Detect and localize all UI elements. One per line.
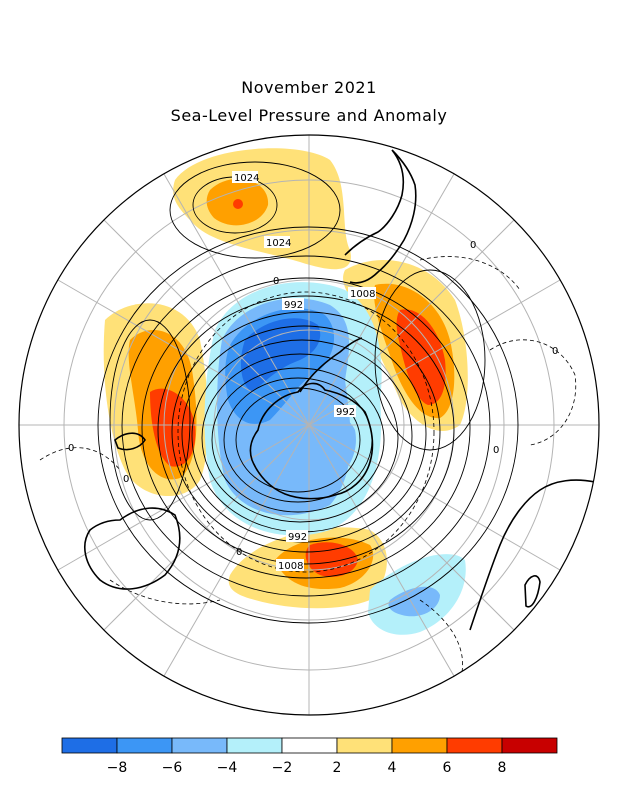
label-992-east: 992 [336, 407, 355, 418]
contour-labels: 1024 1024 992 992 992 1008 1008 0 0 0 0 … [68, 171, 558, 572]
colorbar-cell [391, 737, 448, 754]
colorbar-tick-label: −6 [162, 760, 183, 776]
colorbar-cell [446, 737, 503, 754]
map-boundary [18, 134, 600, 716]
label-992-north: 992 [284, 300, 303, 311]
positive-anomaly-north-peak [233, 199, 243, 209]
colorbar-cells [61, 737, 558, 754]
colorbar-tick-label: −2 [272, 760, 293, 776]
label-zero-northeast: 0 [470, 240, 476, 251]
positive-anomaly-west-peak [150, 388, 196, 467]
colorbar-tick-label: 4 [388, 760, 397, 776]
colorbar-cell [61, 737, 118, 754]
label-zero-south: 0 [236, 547, 242, 558]
label-zero-west: 0 [68, 443, 74, 454]
label-1008-south: 1008 [278, 561, 303, 572]
colorbar-tick-label: −4 [217, 760, 238, 776]
label-1024-north-outer: 1024 [266, 238, 291, 249]
label-992-south: 992 [288, 532, 307, 543]
colorbar-tick-label: 2 [333, 760, 342, 776]
graticule [19, 135, 599, 715]
colorbar-tick-label: 8 [498, 760, 507, 776]
colorbar-cell [226, 737, 283, 754]
map-subtitle: Sea-Level Pressure and Anomaly [170, 106, 448, 125]
australia-coast [84, 507, 181, 590]
anomaly-contours [39, 256, 577, 681]
colorbar-tick-label: 6 [443, 760, 452, 776]
label-1008-north: 1008 [350, 289, 375, 300]
coastlines [84, 149, 596, 631]
positive-anomaly-south-peak [305, 542, 358, 577]
label-zero-east-lower: 0 [493, 445, 499, 456]
map-title: November 2021 [241, 78, 377, 97]
negative-anomaly-southeast-core [388, 586, 440, 617]
antarctica-coast [249, 382, 374, 500]
colorbar-cell [501, 737, 558, 754]
label-1024-north: 1024 [234, 173, 259, 184]
negative-anomaly-central-core [240, 318, 321, 392]
label-zero-north: 0 [273, 276, 279, 287]
colorbar-tick-label: −8 [107, 760, 128, 776]
colorbar-cell [281, 737, 338, 754]
colorbar-cell [116, 737, 173, 754]
antarctic-peninsula [299, 337, 363, 393]
label-zero-east: 0 [552, 346, 558, 357]
colorbar-ticks: −8 −6 −4 −2 2 4 6 8 [107, 760, 507, 776]
label-zero-west-lower: 0 [123, 474, 129, 485]
africa-coast [469, 479, 596, 631]
negative-anomaly-inner [285, 411, 356, 489]
madagascar [524, 575, 541, 608]
colorbar-cell [171, 737, 228, 754]
colorbar-cell [336, 737, 393, 754]
south-america-coast [344, 149, 417, 284]
